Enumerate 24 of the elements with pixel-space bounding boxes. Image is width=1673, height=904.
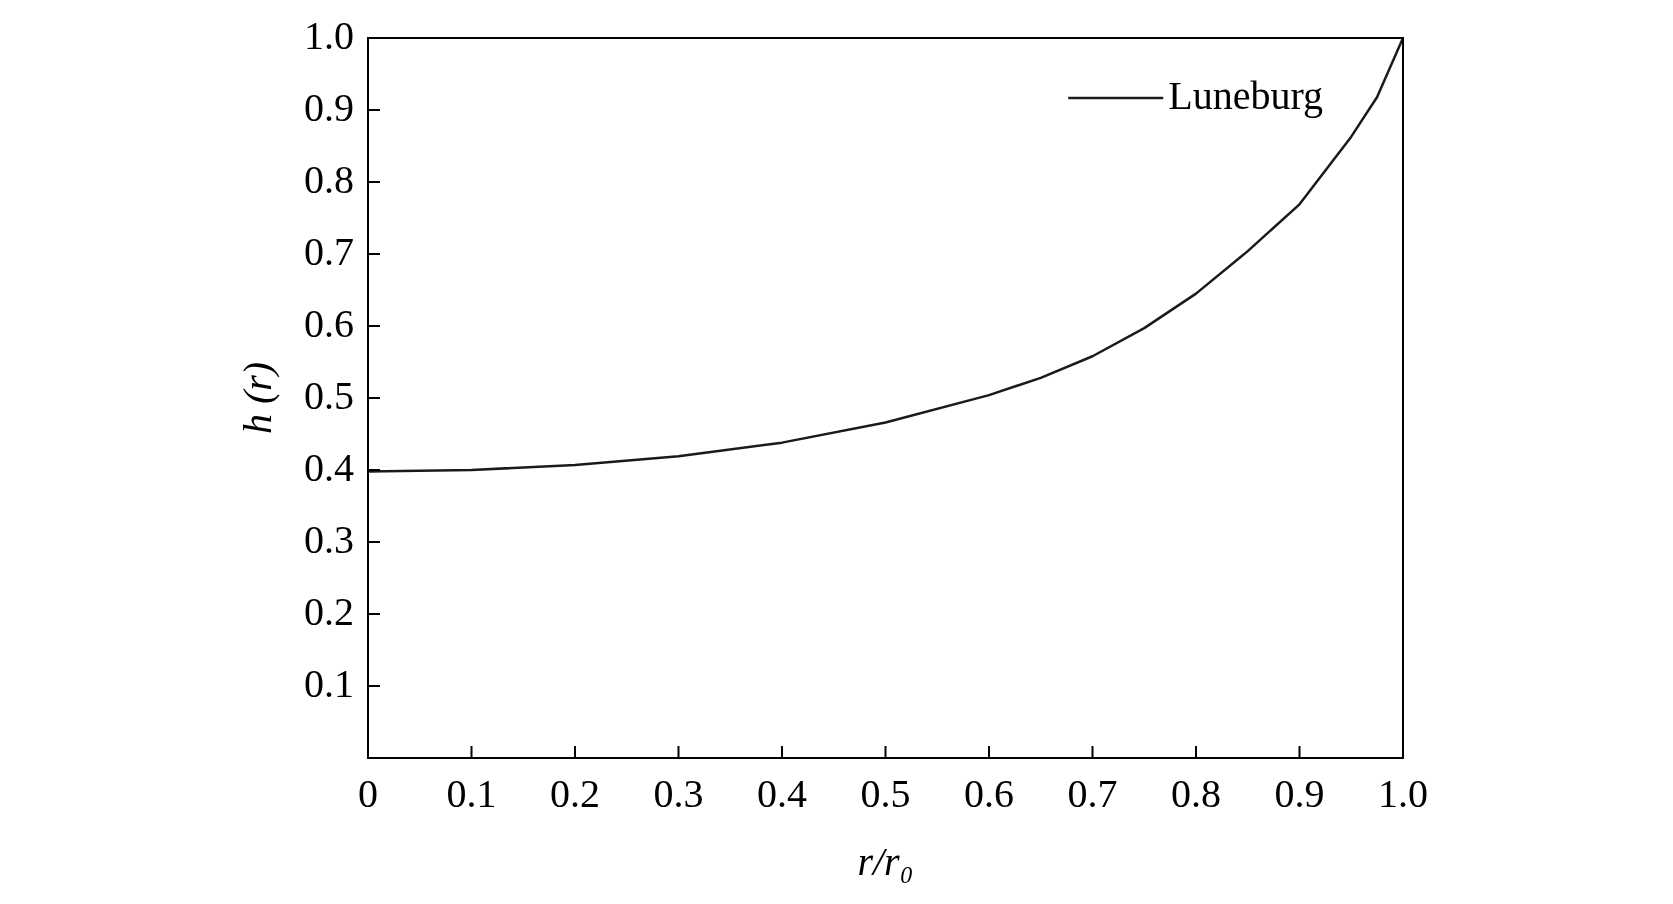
x-tick-label: 0.7: [1067, 770, 1118, 816]
y-axis-title: h (r): [234, 361, 280, 435]
y-tick-label: 0.7: [304, 228, 354, 274]
x-axis-title: r/r₀: [857, 838, 914, 884]
x-tick-label: 1.0: [1378, 770, 1428, 816]
x-tick-label: 0.3: [653, 770, 704, 816]
y-tick-label: 0.4: [304, 444, 354, 490]
y-tick-label: 0.3: [304, 516, 354, 562]
y-tick-label: 0.6: [304, 300, 354, 346]
x-tick-label: 0.9: [1274, 770, 1325, 816]
y-tick-label: 0.8: [304, 156, 354, 202]
x-tick-label: 0.5: [860, 770, 911, 816]
x-tick-label: 0: [358, 770, 378, 816]
legend-label: Luneburg: [1168, 72, 1324, 118]
y-tick-label: 0.1: [304, 660, 354, 706]
y-tick-label: 0.2: [304, 588, 354, 634]
x-tick-label: 0.6: [964, 770, 1014, 816]
x-tick-label: 0.1: [446, 770, 497, 816]
y-tick-label: 0.5: [304, 372, 354, 418]
x-tick-label: 0.4: [757, 770, 807, 816]
x-tick-label: 0.8: [1171, 770, 1221, 816]
y-tick-label: 0.9: [304, 84, 354, 130]
x-tick-label: 0.2: [550, 770, 600, 816]
y-tick-label: 1.0: [304, 12, 354, 58]
